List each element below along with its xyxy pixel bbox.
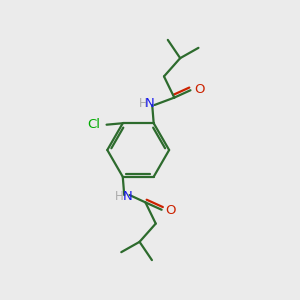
Text: N: N xyxy=(122,190,132,203)
Text: O: O xyxy=(166,204,176,217)
Text: Cl: Cl xyxy=(88,118,101,131)
Text: N: N xyxy=(144,97,154,110)
Text: H: H xyxy=(115,190,123,203)
Text: H: H xyxy=(138,97,147,110)
Text: O: O xyxy=(194,83,205,96)
